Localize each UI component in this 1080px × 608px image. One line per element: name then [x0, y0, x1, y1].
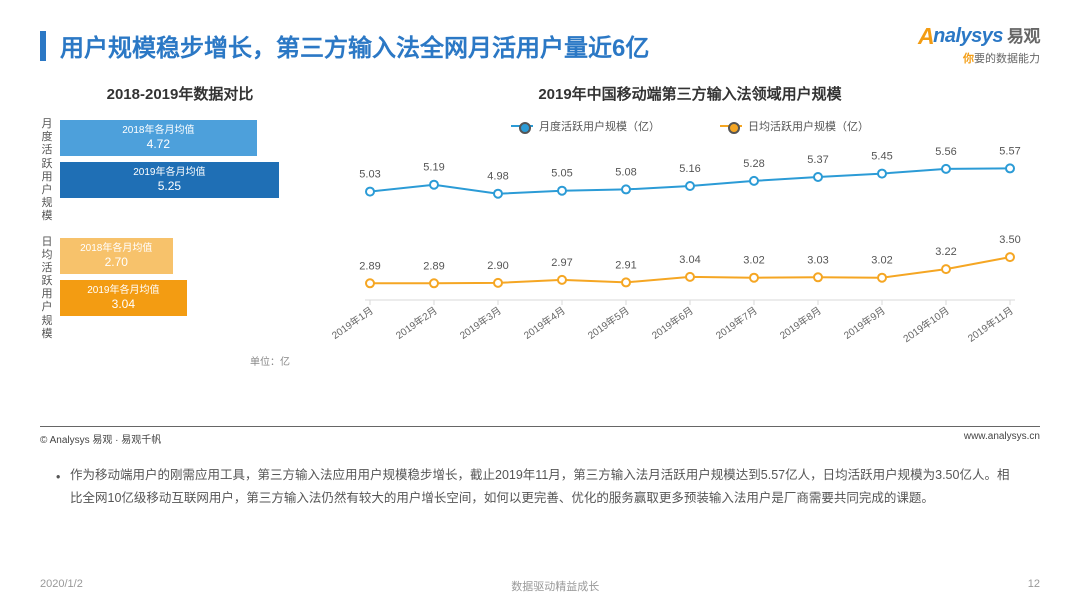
data-label: 3.02 [743, 255, 764, 267]
x-axis-label: 2019年3月 [457, 304, 504, 342]
data-point [686, 273, 694, 281]
data-label: 3.50 [999, 234, 1020, 246]
x-axis-label: 2019年1月 [329, 304, 376, 342]
data-label: 5.08 [615, 166, 636, 178]
data-point [366, 279, 374, 287]
bar-row: 2019年各月均值5.25 [60, 160, 320, 200]
data-label: 5.16 [679, 163, 700, 175]
data-label: 2.91 [615, 259, 636, 271]
bar-chart: 2018-2019年数据对比 月度活跃用户规模2018年各月均值4.72 2019… [40, 83, 320, 380]
data-label: 2.89 [359, 260, 380, 272]
x-axis-label: 2019年8月 [777, 304, 824, 342]
x-axis-label: 2019年10月 [901, 304, 952, 345]
accent-bar [40, 31, 46, 61]
slide: 用户规模稳步增长，第三方输入法全网月活用户量近6亿 Analysys易观 你要的… [0, 0, 1080, 608]
data-point [494, 279, 502, 287]
bar-row: 2018年各月均值2.70 [60, 236, 320, 276]
data-point [366, 188, 374, 196]
data-label: 3.04 [679, 254, 700, 266]
data-point [430, 181, 438, 189]
body-paragraph: • 作为移动端用户的刚需应用工具，第三方输入法应用用户规模稳步增长，截止2019… [70, 464, 1020, 510]
attribution-right: www.analysys.cn [964, 431, 1040, 446]
data-label: 5.03 [359, 169, 380, 181]
data-label: 3.03 [807, 254, 828, 266]
charts-row: 2018-2019年数据对比 月度活跃用户规模2018年各月均值4.72 2019… [0, 63, 1080, 380]
bar-chart-unit: 单位：亿 [40, 353, 320, 368]
bullet-icon: • [56, 466, 60, 489]
legend-item: 月度活跃用户规模（亿） [511, 118, 660, 134]
footer-date: 2020/1/2 [40, 578, 83, 594]
footer-page: 12 [1028, 578, 1040, 594]
data-point [878, 170, 886, 178]
x-axis-label: 2019年5月 [585, 304, 632, 342]
page-title: 用户规模稳步增长，第三方输入法全网月活用户量近6亿 [60, 28, 1040, 63]
bar-row: 2018年各月均值4.72 [60, 118, 320, 158]
x-axis-label: 2019年11月 [965, 304, 1016, 345]
data-point [622, 185, 630, 193]
data-point [878, 274, 886, 282]
line-chart-legend: 月度活跃用户规模（亿） 日均活跃用户规模（亿） [340, 118, 1040, 134]
body-text-content: 作为移动端用户的刚需应用工具，第三方输入法应用用户规模稳步增长，截止2019年1… [70, 468, 1009, 505]
data-point [686, 182, 694, 190]
data-point [622, 278, 630, 286]
data-point [942, 265, 950, 273]
data-label: 2.97 [551, 257, 572, 269]
data-label: 2.89 [423, 260, 444, 272]
logo-tagline: 你要的数据能力 [919, 50, 1040, 66]
data-point [558, 276, 566, 284]
data-label: 4.98 [487, 171, 508, 183]
line-chart-body: 2019年1月2019年2月2019年3月2019年4月2019年5月2019年… [340, 140, 1040, 380]
bar: 2018年各月均值4.72 [60, 120, 257, 156]
data-point [942, 165, 950, 173]
data-label: 5.19 [423, 162, 444, 174]
bar-row: 2019年各月均值3.04 [60, 278, 320, 318]
bar: 2018年各月均值2.70 [60, 238, 173, 274]
data-point [494, 190, 502, 198]
data-point [1006, 164, 1014, 172]
data-point [814, 173, 822, 181]
data-point [750, 177, 758, 185]
logo-text: Analysys易观 [919, 22, 1040, 48]
legend-item: 日均活跃用户规模（亿） [720, 118, 869, 134]
brand-logo: Analysys易观 你要的数据能力 [919, 22, 1040, 66]
bar-chart-body: 月度活跃用户规模2018年各月均值4.72 2019年各月均值5.25 日均活跃用户… [40, 118, 320, 341]
attribution-left: © Analysys 易观 · 易观千帆 [40, 431, 161, 446]
x-axis-label: 2019年6月 [649, 304, 696, 342]
x-axis-label: 2019年7月 [713, 304, 760, 342]
line-chart-title: 2019年中国移动端第三方输入法领域用户规模 [340, 83, 1040, 104]
footer-center: 数据驱动精益成长 [511, 578, 599, 594]
data-label: 5.56 [935, 146, 956, 158]
bar-chart-title: 2018-2019年数据对比 [40, 83, 320, 104]
bar-category-label: 月度活跃用户规模 [40, 118, 60, 224]
bar-group: 月度活跃用户规模2018年各月均值4.72 2019年各月均值5.25 [40, 118, 320, 224]
data-point [430, 279, 438, 287]
data-label: 2.90 [487, 260, 508, 272]
data-label: 3.22 [935, 246, 956, 258]
x-axis-label: 2019年9月 [841, 304, 888, 342]
x-axis-label: 2019年2月 [393, 304, 440, 342]
data-point [814, 273, 822, 281]
bar: 2019年各月均值3.04 [60, 280, 187, 316]
data-point [558, 187, 566, 195]
x-axis-label: 2019年4月 [521, 304, 568, 342]
data-label: 5.45 [871, 151, 892, 163]
data-label: 5.57 [999, 145, 1020, 157]
attribution-row: © Analysys 易观 · 易观千帆 www.analysys.cn [40, 426, 1040, 446]
data-label: 5.28 [743, 158, 764, 170]
data-point [1006, 253, 1014, 261]
bar-group: 日均活跃用户规模2018年各月均值2.70 2019年各月均值3.04 [40, 236, 320, 342]
data-point [750, 274, 758, 282]
data-label: 3.02 [871, 255, 892, 267]
footer: 2020/1/2 数据驱动精益成长 12 [0, 578, 1080, 594]
data-label: 5.37 [807, 154, 828, 166]
line-chart: 2019年中国移动端第三方输入法领域用户规模 月度活跃用户规模（亿） 日均活跃用户… [340, 83, 1040, 380]
data-label: 5.05 [551, 168, 572, 180]
bar: 2019年各月均值5.25 [60, 162, 279, 198]
bar-category-label: 日均活跃用户规模 [40, 236, 60, 342]
